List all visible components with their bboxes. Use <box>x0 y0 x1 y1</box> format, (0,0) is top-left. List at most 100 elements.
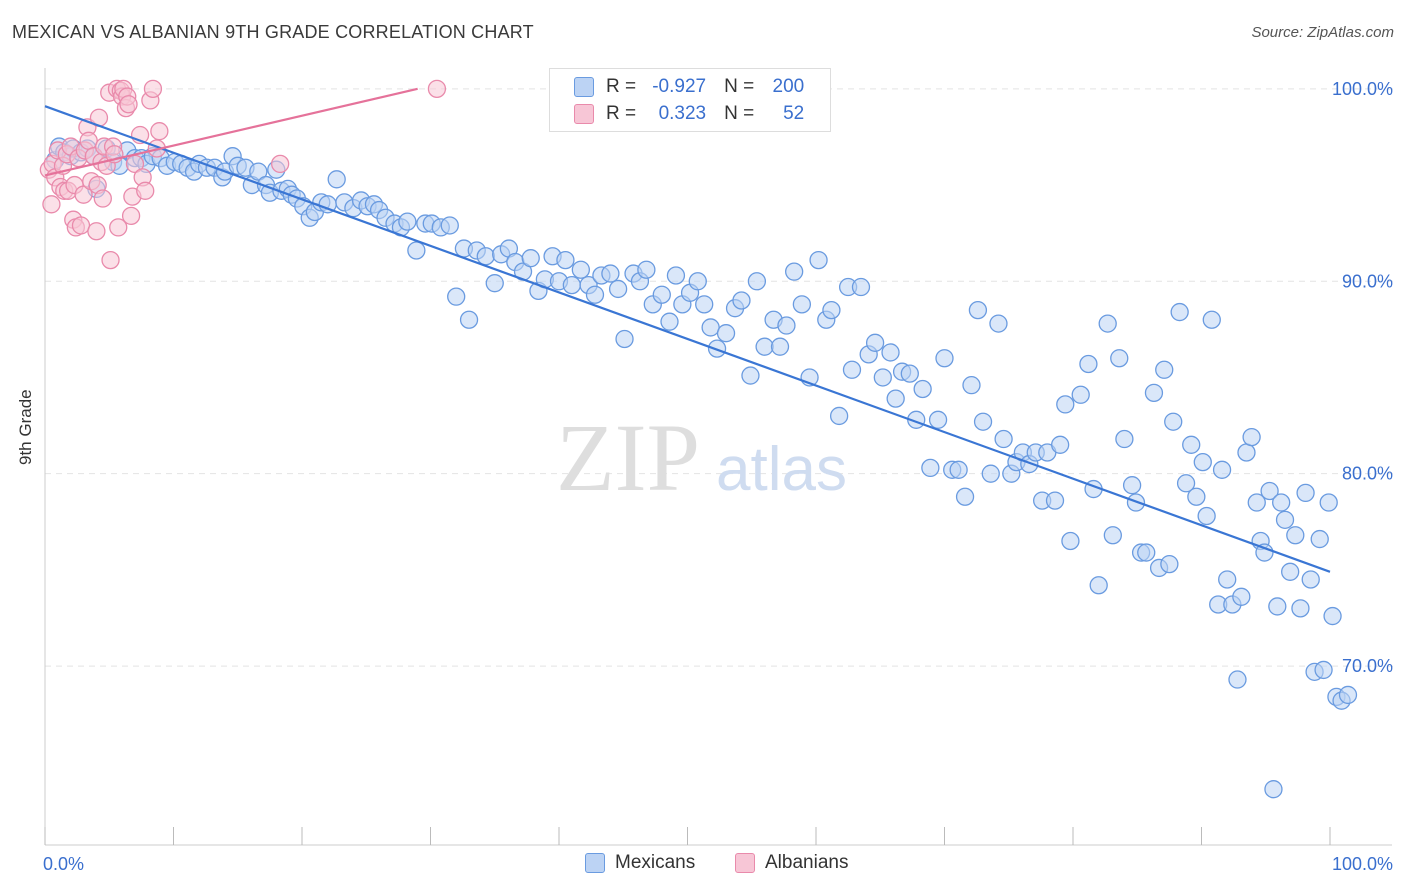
albanians-point <box>71 216 91 235</box>
mexicans-point <box>747 272 767 291</box>
mexicans-point <box>1314 660 1333 680</box>
albanians-point <box>101 250 120 270</box>
mexicans-point <box>822 300 841 320</box>
mexicans-point <box>755 337 774 356</box>
mexicans-point <box>660 312 679 331</box>
albanians-swatch <box>574 104 594 124</box>
mexicans-swatch <box>574 77 594 97</box>
chart-title: MEXICAN VS ALBANIAN 9TH GRADE CORRELATIO… <box>12 22 534 42</box>
mexicans-point <box>1193 452 1212 472</box>
albanians-point <box>271 154 290 174</box>
legend-label-albanians: Albanians <box>765 852 849 873</box>
mexicans-swatch <box>585 853 605 873</box>
albanians-point <box>143 79 163 99</box>
albanians-point <box>121 206 141 225</box>
mexicans-point <box>1045 491 1065 510</box>
mexicans-point <box>842 360 862 379</box>
mexicans-point <box>865 333 885 352</box>
watermark-zip: ZIP <box>556 404 700 511</box>
tick-labels: 100.0% 90.0% 80.0% 70.0% 0.0% 100.0% <box>43 79 1393 874</box>
mexicans-point <box>459 310 479 329</box>
legend-item-albanians[interactable]: Albanians <box>735 852 848 874</box>
mexicans-point <box>1160 554 1179 574</box>
mexicans-point <box>1232 587 1251 606</box>
mexicans-point <box>949 460 968 479</box>
mexicans-point <box>981 464 1000 483</box>
mexicans-point <box>601 264 620 283</box>
mexicans-point <box>701 318 720 337</box>
mexicans-point <box>1187 487 1206 506</box>
mexicans-point <box>900 364 919 383</box>
source-label: Source: ZipAtlas.com <box>1251 24 1394 41</box>
mexicans-point <box>1260 481 1279 501</box>
mexicans-point <box>666 266 686 285</box>
legend-item-mexicans[interactable]: Mexicans <box>585 852 695 874</box>
r-label: R = <box>606 76 637 97</box>
n-label: N = <box>724 103 755 124</box>
mexicans-point <box>928 410 948 429</box>
mexicans-point <box>476 247 495 266</box>
mexicans-point <box>1272 493 1291 512</box>
albanians-point <box>109 218 128 237</box>
mexicans-point <box>1291 599 1310 618</box>
mexicans-point <box>1137 543 1156 562</box>
mexicans-point <box>1197 506 1216 526</box>
y-tick-label: 100.0% <box>1332 79 1393 99</box>
albanians-point <box>150 122 169 141</box>
mexicans-point <box>1061 531 1080 551</box>
mexicans-point <box>398 212 417 231</box>
mexicans-point <box>968 300 988 320</box>
mexicans-point <box>652 285 671 304</box>
mexicans-point <box>1237 443 1256 462</box>
mexicans-point <box>615 329 634 349</box>
mexicans-point <box>407 241 426 260</box>
mexicans-point <box>1155 360 1174 379</box>
albanians-point <box>87 222 106 241</box>
r-value: -0.927 <box>652 76 707 97</box>
mexicans-point <box>989 314 1008 333</box>
series-legend: Mexicans Albanians <box>0 852 1406 878</box>
mexicans-point <box>571 260 590 279</box>
y-tick-label: 90.0% <box>1342 271 1393 291</box>
mexicans-point <box>777 316 796 335</box>
mexicans-point <box>921 458 940 478</box>
legend-row-albanians: R = 0.323 N = 52 <box>574 101 804 127</box>
mexicans-point <box>886 389 905 408</box>
x-tick-label: 0.0% <box>43 854 84 874</box>
mexicans-point <box>1182 435 1201 454</box>
mexicans-point <box>249 162 268 181</box>
mexicans-point <box>1170 302 1189 322</box>
mexicans-points <box>46 137 1358 799</box>
mexicans-point <box>1228 670 1247 689</box>
mexicans-point <box>1110 349 1129 368</box>
mexicans-point <box>716 324 736 343</box>
mexicans-point <box>1247 493 1266 512</box>
mexicans-point <box>962 376 981 395</box>
mexicans-point <box>1296 483 1315 503</box>
mexicans-point <box>1242 427 1261 447</box>
mexicans-point <box>851 277 871 297</box>
albanians-point <box>93 189 112 208</box>
mexicans-point <box>1319 493 1338 512</box>
mexicans-point <box>585 285 605 304</box>
mexicans-point <box>1286 526 1305 545</box>
mexicans-point <box>1089 576 1108 595</box>
watermark-atlas: atlas <box>716 435 847 504</box>
axes <box>44 68 1392 846</box>
albanians-point <box>42 195 61 214</box>
mexicans-point <box>792 295 812 314</box>
mexicans-point <box>1176 474 1196 493</box>
mexicans-point <box>1323 606 1342 626</box>
mexicans-point <box>485 274 504 293</box>
mexicans-point <box>1310 529 1329 549</box>
mexicans-point <box>608 279 628 299</box>
mexicans-point <box>1051 435 1070 454</box>
stats-legend: R = -0.927 N = 200 R = 0.323 N = 52 <box>549 68 831 132</box>
y-axis-label: 9th Grade <box>16 389 35 465</box>
mexicans-point <box>521 249 540 268</box>
mexicans-trend-line <box>44 105 1331 573</box>
mexicans-point <box>770 337 790 356</box>
mexicans-point <box>881 343 900 362</box>
mexicans-point <box>1218 570 1237 589</box>
mexicans-point <box>1071 385 1090 404</box>
